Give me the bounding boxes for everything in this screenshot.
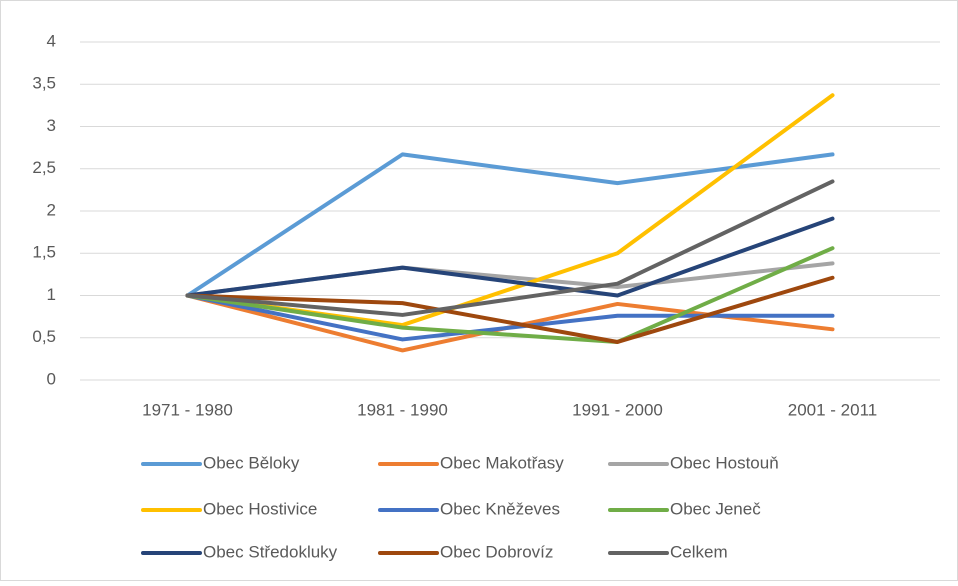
legend-label: Celkem bbox=[670, 542, 728, 561]
y-tick-label: 3,5 bbox=[32, 74, 56, 93]
legend-label: Obec Kněževes bbox=[440, 499, 560, 518]
series-line bbox=[185, 275, 835, 344]
legend-label: Obec Makotřasy bbox=[440, 453, 564, 472]
series-line bbox=[185, 216, 835, 298]
y-tick-label: 4 bbox=[47, 31, 56, 50]
y-tick-label: 0 bbox=[47, 369, 56, 388]
y-tick-label: 3 bbox=[47, 116, 56, 135]
series-line bbox=[185, 152, 835, 298]
x-tick-label: 1971 - 1980 bbox=[142, 400, 233, 419]
series-line bbox=[185, 246, 835, 344]
x-tick-label: 2001 - 2011 bbox=[788, 400, 877, 419]
legend-label: Obec Běloky bbox=[203, 453, 300, 472]
y-tick-label: 2 bbox=[47, 200, 56, 219]
legend-label: Obec Středokluky bbox=[203, 542, 338, 561]
legend-label: Obec Dobrovíz bbox=[440, 542, 553, 561]
x-tick-label: 1991 - 2000 bbox=[572, 400, 663, 419]
y-tick-label: 0,5 bbox=[32, 327, 56, 346]
y-tick-label: 2,5 bbox=[32, 158, 56, 177]
y-tick-label: 1 bbox=[47, 285, 56, 304]
x-tick-label: 1981 - 1990 bbox=[357, 400, 448, 419]
legend-label: Obec Jeneč bbox=[670, 499, 761, 518]
legend-label: Obec Hostouň bbox=[670, 453, 779, 472]
series-line bbox=[185, 293, 835, 342]
legend-label: Obec Hostivice bbox=[203, 499, 317, 518]
y-tick-label: 1,5 bbox=[32, 243, 56, 262]
series-line bbox=[185, 179, 835, 317]
